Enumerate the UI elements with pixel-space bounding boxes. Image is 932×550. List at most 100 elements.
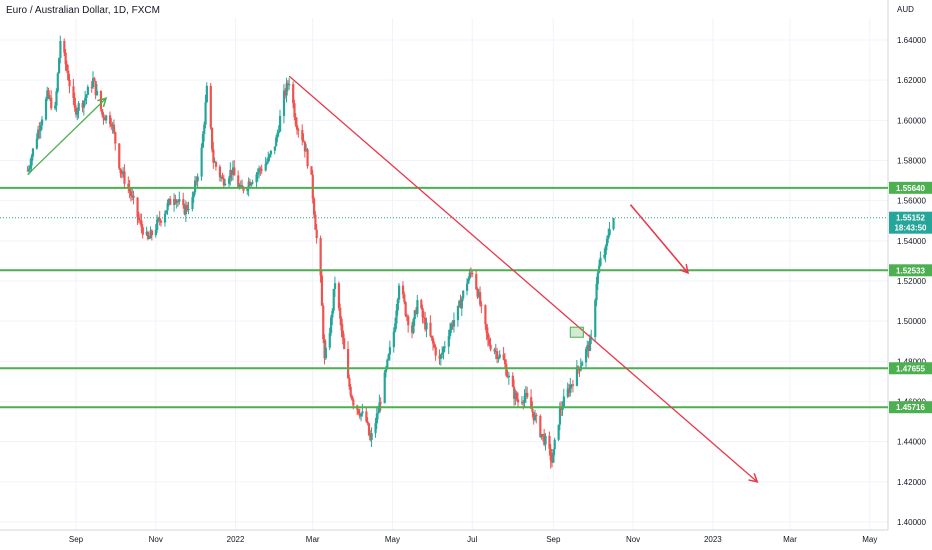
- candle-body: [103, 118, 106, 121]
- candle-body: [535, 414, 538, 416]
- candle-body: [319, 238, 322, 276]
- candle-body: [451, 323, 454, 327]
- candle-body: [260, 169, 263, 171]
- candle-body: [85, 94, 88, 98]
- candle-body: [411, 325, 414, 333]
- candle-body: [468, 272, 471, 279]
- candle-body: [222, 178, 225, 186]
- candle-body: [494, 351, 497, 353]
- candle-body: [514, 392, 517, 399]
- candle-body: [480, 304, 483, 306]
- candle-body: [566, 388, 569, 397]
- candle-body: [539, 415, 542, 437]
- y-tick-label: 1.54000: [897, 237, 926, 246]
- candle-body: [44, 99, 48, 120]
- candle-body: [337, 283, 341, 308]
- candle-body: [484, 305, 487, 325]
- candle-body: [204, 102, 207, 125]
- candle-body: [122, 171, 125, 175]
- candle-body: [430, 335, 433, 339]
- candle-body: [166, 203, 169, 211]
- candle-body: [221, 176, 224, 179]
- candle-body: [205, 85, 208, 103]
- candle-body: [209, 85, 212, 128]
- candle-body: [220, 176, 223, 178]
- y-tick-label: 1.40000: [897, 518, 926, 527]
- candle-body: [505, 364, 508, 376]
- candle-body: [26, 170, 29, 172]
- candle-body: [211, 127, 214, 150]
- candle-body: [596, 272, 599, 284]
- candle-body: [350, 395, 354, 400]
- candle-body: [587, 345, 590, 352]
- candle-body: [458, 301, 461, 306]
- candle-body: [175, 201, 178, 203]
- candle-body: [268, 154, 271, 158]
- candle-body: [479, 292, 482, 305]
- candle-body: [392, 331, 395, 348]
- candle-body: [68, 79, 71, 87]
- candle-body: [56, 73, 59, 92]
- candle-body: [203, 124, 206, 135]
- candle-body: [357, 409, 360, 414]
- candle-body: [191, 197, 194, 210]
- x-tick-label: Mar: [783, 535, 797, 544]
- candle-body: [292, 84, 295, 104]
- candle-body: [328, 333, 331, 348]
- candle-body: [377, 412, 380, 414]
- downtrend-arrowhead: [748, 473, 759, 483]
- current-price-tag: [889, 211, 932, 234]
- candle-body: [259, 168, 262, 170]
- candle-body: [415, 310, 418, 314]
- candle-body: [462, 290, 465, 299]
- candle-body: [65, 64, 69, 71]
- candle-body: [46, 90, 49, 100]
- uptrend-line: [27, 97, 107, 176]
- candle-body: [531, 408, 534, 413]
- candle-body: [447, 336, 450, 347]
- candle-body: [250, 183, 253, 186]
- candle-body: [242, 187, 245, 191]
- candle-body: [228, 178, 231, 184]
- candle-body: [413, 310, 416, 320]
- candle-body: [277, 131, 280, 134]
- candle-body: [352, 399, 355, 406]
- candle-body: [562, 396, 565, 408]
- candle-body: [224, 183, 227, 186]
- candle-body: [269, 150, 273, 155]
- candle-body: [183, 205, 186, 215]
- level-price-label: 1.45716: [896, 403, 925, 412]
- candle-body: [128, 187, 131, 192]
- y-tick-label: 1.42000: [897, 478, 926, 487]
- candle-body: [520, 402, 524, 404]
- candle-body: [38, 129, 41, 131]
- candle-body: [200, 147, 203, 177]
- candle-body: [571, 384, 575, 386]
- candle-body: [30, 156, 33, 166]
- candle-body: [387, 354, 390, 360]
- candle-body: [493, 349, 496, 352]
- candle-body: [276, 133, 279, 138]
- candle-body: [551, 460, 554, 463]
- candle-body: [294, 117, 297, 126]
- candle-body: [141, 227, 144, 235]
- candle-body: [585, 349, 588, 363]
- candle-body: [332, 288, 335, 311]
- candle-body: [212, 149, 215, 163]
- candle-body: [511, 375, 514, 387]
- candle-body: [184, 205, 188, 215]
- candle-body: [59, 41, 62, 59]
- y-tick-label: 1.48000: [897, 357, 926, 366]
- candle-body: [47, 90, 50, 99]
- candle-body: [92, 78, 95, 88]
- x-tick-label: Nov: [626, 535, 640, 544]
- candle-body: [81, 103, 84, 108]
- candle-body: [267, 157, 270, 162]
- candle-body: [322, 305, 325, 340]
- candle-body: [102, 114, 105, 119]
- x-tick-label: May: [385, 535, 400, 544]
- candle-body: [424, 317, 427, 330]
- candle-body: [286, 83, 290, 86]
